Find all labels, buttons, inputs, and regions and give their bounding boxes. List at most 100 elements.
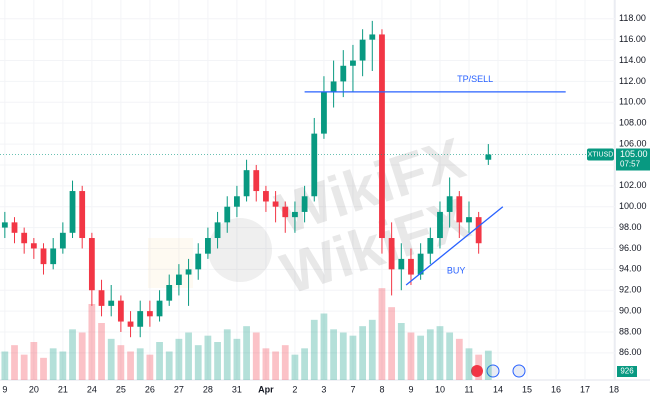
candle-body — [272, 201, 279, 207]
candle-body — [59, 232, 66, 249]
candle-body — [98, 290, 105, 306]
volume-bar — [281, 345, 289, 380]
candle-body — [243, 170, 250, 197]
candle-body — [11, 222, 18, 233]
volume-bar — [388, 307, 396, 380]
volume-bar — [30, 342, 38, 380]
candle-body — [292, 211, 298, 218]
volume-bar — [78, 332, 86, 380]
volume-bar — [214, 342, 221, 380]
last-price-label: 105.00 — [620, 149, 648, 159]
x-tick-label: 11 — [464, 384, 473, 394]
candle-body — [88, 238, 95, 291]
event-icons — [471, 364, 526, 378]
trendline — [405, 206, 504, 286]
candle-body — [50, 248, 57, 265]
volume-bar — [330, 329, 337, 380]
volume-bar — [146, 354, 154, 380]
volume-bar — [368, 319, 376, 380]
volume-bar — [40, 357, 47, 380]
candle-body — [379, 34, 385, 239]
x-tick-label: Apr — [258, 384, 274, 394]
volume-bar — [397, 323, 405, 380]
candle-body — [437, 211, 443, 239]
candle-body — [224, 206, 231, 223]
x-tick-label: 25 — [116, 384, 126, 394]
candle-body — [417, 253, 424, 275]
x-tick-label: 28 — [203, 384, 213, 394]
candle-body — [1, 222, 8, 228]
volume-bar — [117, 345, 125, 380]
candle-body — [388, 238, 395, 270]
candle-body — [475, 217, 482, 244]
volume-bar — [465, 348, 473, 380]
candle-body — [205, 238, 211, 254]
candle-body — [127, 321, 134, 327]
x-tick-label: 3 — [321, 384, 326, 394]
volume-bar — [20, 354, 28, 380]
volume-bar — [1, 351, 9, 380]
volume-bar — [407, 332, 415, 380]
volume-bar — [223, 329, 231, 380]
volume-tag — [617, 366, 637, 377]
y-tick-label: 88.00 — [619, 326, 642, 336]
candle-body — [137, 311, 144, 327]
candle-body — [166, 285, 173, 301]
volume-bar — [339, 332, 347, 380]
volume-bar — [204, 335, 212, 380]
candle-body — [466, 217, 472, 223]
y-tick-label: 100.00 — [619, 201, 647, 211]
candle-body — [350, 60, 356, 66]
candle-body — [282, 206, 289, 218]
x-tick-label: 9 — [2, 384, 7, 394]
x-tick-label: 16 — [551, 384, 561, 394]
volume-bar — [185, 332, 192, 380]
y-tick-label: 86.00 — [619, 347, 642, 357]
candle-body — [253, 170, 260, 192]
x-tick-label: 7 — [350, 384, 355, 394]
y-tick-label: 94.00 — [619, 264, 642, 274]
volume-bar — [194, 345, 202, 380]
candle-body — [369, 34, 376, 40]
volume-bar — [349, 335, 357, 380]
candle-body — [108, 300, 115, 306]
x-tick-label: 20 — [29, 384, 39, 394]
candle-body — [156, 300, 163, 317]
candle-body — [330, 81, 337, 92]
x-tick-label: 15 — [522, 384, 532, 394]
volume-bar — [378, 288, 386, 380]
volume-bar — [49, 348, 57, 380]
volume-bar — [127, 351, 134, 380]
candle-body — [321, 91, 327, 134]
x-tick-label: 27 — [174, 384, 184, 394]
candle-body — [301, 196, 308, 212]
volume-bar — [310, 319, 318, 380]
x-tick-label: 26 — [145, 384, 155, 394]
y-tick-label: 106.00 — [619, 138, 647, 148]
candle-body — [175, 274, 182, 285]
x-tick-label: 14 — [493, 384, 503, 394]
volume-bar — [59, 351, 67, 380]
event-icon — [512, 364, 526, 378]
x-tick-label: 18 — [609, 384, 619, 394]
x-tick-label: 2 — [292, 384, 297, 394]
symbol-tag — [587, 148, 614, 161]
volume-bar — [426, 329, 434, 380]
volume-bar — [262, 348, 270, 380]
x-tick-label: 31 — [232, 384, 242, 394]
volume-bar — [446, 332, 454, 380]
y-tick-label: 92.00 — [619, 285, 642, 295]
candle-body — [359, 39, 366, 61]
volume-bar — [455, 338, 463, 380]
candle-body — [69, 191, 76, 233]
candle-body — [214, 222, 221, 239]
volume-bar — [320, 313, 328, 380]
volume-bar — [252, 332, 260, 380]
annotation-label: TP/SELL — [457, 74, 493, 84]
x-tick-label: 9 — [408, 384, 413, 394]
volume-bar — [272, 351, 279, 380]
candle-body — [485, 154, 492, 160]
x-tick-label: 10 — [435, 384, 445, 394]
candle-body — [427, 238, 434, 254]
